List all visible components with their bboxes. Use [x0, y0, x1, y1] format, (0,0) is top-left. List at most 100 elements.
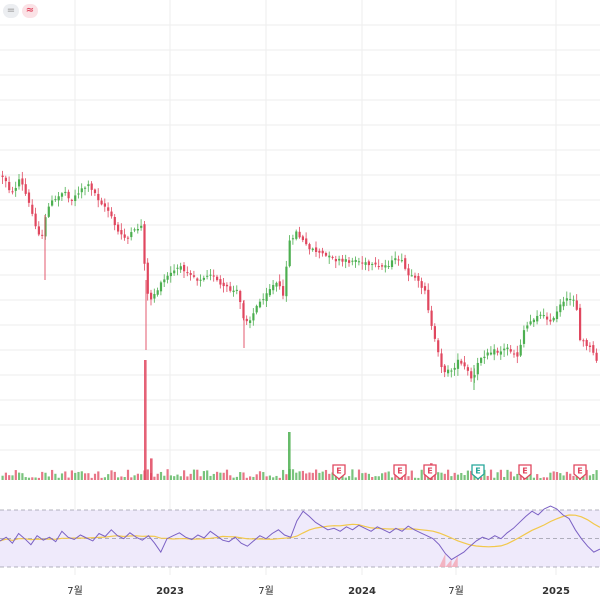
volume-bar [460, 472, 463, 480]
candle [252, 313, 255, 321]
volume-bar [348, 476, 351, 480]
earnings-marker[interactable] [332, 464, 346, 480]
candle [107, 207, 110, 211]
candle [100, 200, 103, 205]
volume-bar [324, 469, 328, 480]
candle [93, 189, 97, 194]
candle [480, 358, 483, 363]
volume-bar [11, 475, 14, 480]
candle [1, 175, 4, 178]
candle [242, 303, 245, 319]
volume-bar [262, 472, 265, 480]
candle [328, 255, 331, 258]
candle [219, 279, 222, 285]
x-tick-label: 7월 [258, 585, 274, 597]
earnings-marker[interactable] [471, 464, 485, 480]
earnings-marker[interactable] [573, 464, 587, 480]
candle [255, 305, 258, 313]
volume-bar [546, 477, 549, 480]
volume-bar [275, 475, 278, 480]
candle [37, 226, 40, 235]
volume-bar [357, 469, 361, 480]
candle [265, 293, 268, 302]
volume-bar [516, 473, 519, 480]
candle [156, 290, 159, 295]
candle [367, 261, 370, 266]
volume-bar [64, 471, 67, 480]
volume-bar [499, 469, 502, 480]
candle [222, 282, 225, 287]
equals-icon[interactable]: = [3, 4, 19, 18]
volume-bar [407, 476, 410, 480]
candle [199, 279, 202, 281]
volume-bar [361, 473, 364, 480]
candle [348, 260, 351, 263]
candle [272, 284, 275, 291]
volume-bar [377, 476, 380, 480]
candle [519, 344, 522, 356]
candle [522, 330, 526, 344]
volume-bar [394, 471, 397, 480]
volume-bar [57, 477, 60, 480]
volume-bar [34, 477, 37, 480]
candle [423, 286, 427, 291]
volume-bar [183, 470, 186, 480]
candle [539, 314, 542, 316]
candle [285, 266, 288, 297]
x-tick-label: 7월 [448, 585, 464, 597]
volume-bar [371, 477, 374, 480]
volume-bar [404, 472, 407, 480]
candle [440, 353, 443, 368]
candle [235, 289, 238, 291]
candle [225, 284, 229, 287]
earnings-marker[interactable] [518, 464, 532, 480]
volume-bar [173, 476, 176, 480]
candle [143, 224, 146, 264]
candle [84, 187, 87, 189]
volume-bar [503, 476, 506, 480]
volume-bar [27, 477, 31, 480]
candle [176, 267, 179, 269]
candle [163, 279, 166, 283]
volume-bar [100, 477, 103, 480]
candle [437, 340, 440, 353]
candle [113, 216, 116, 226]
volume-bar [381, 473, 384, 480]
candle [173, 270, 176, 274]
candle [47, 206, 50, 217]
volume-bar [410, 470, 413, 480]
volume-bar [506, 469, 509, 480]
candle [110, 211, 113, 217]
candle [397, 259, 400, 261]
rsi-oversold-fill [445, 559, 452, 567]
volume-bar [123, 477, 126, 480]
candle [54, 199, 57, 201]
candle [87, 184, 90, 187]
candle [513, 353, 516, 355]
volume-bar [423, 473, 427, 480]
approx-icon[interactable]: ≈ [22, 4, 38, 18]
candle [239, 290, 242, 303]
candle [24, 184, 27, 194]
volume-bar [437, 472, 440, 480]
candle [499, 351, 502, 355]
candle [420, 281, 423, 288]
volume-bar [258, 471, 262, 480]
volume-bar [225, 469, 229, 480]
earnings-marker[interactable] [423, 464, 437, 480]
earnings-label: E [427, 467, 432, 476]
volume-bar [272, 477, 275, 480]
volume-bar [549, 472, 552, 480]
volume-bar [54, 473, 57, 480]
candle [453, 367, 456, 370]
volume-bar [328, 473, 331, 480]
candle [206, 275, 209, 277]
candle [209, 274, 212, 276]
volume-bar [186, 476, 189, 480]
earnings-marker[interactable] [393, 464, 407, 480]
volume-bar [255, 474, 258, 480]
candle [258, 301, 262, 308]
candle [189, 273, 192, 275]
volume-bar [354, 477, 357, 480]
